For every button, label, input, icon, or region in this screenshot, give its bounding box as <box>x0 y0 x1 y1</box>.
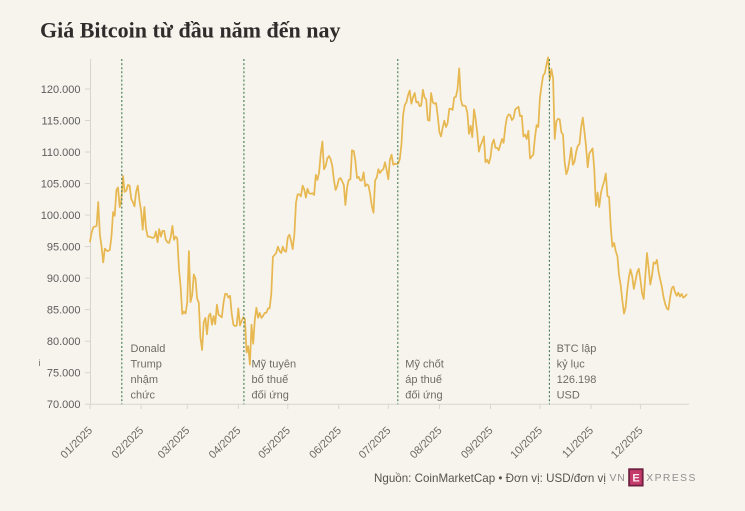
svg-text:áp thuế: áp thuế <box>405 374 442 386</box>
svg-text:đối ứng: đối ứng <box>405 389 442 401</box>
svg-text:Donald: Donald <box>131 343 166 355</box>
svg-text:XPRESS: XPRESS <box>646 473 696 484</box>
svg-text:02/2025: 02/2025 <box>110 425 147 462</box>
svg-text:70.000: 70.000 <box>47 399 81 411</box>
svg-text:01/2025: 01/2025 <box>59 425 96 462</box>
svg-text:E: E <box>632 473 639 485</box>
svg-text:75.000: 75.000 <box>47 368 81 380</box>
svg-text:Mỹ chốt: Mỹ chốt <box>405 359 444 371</box>
svg-text:126.198: 126.198 <box>557 374 597 386</box>
svg-text:85.000: 85.000 <box>47 305 81 317</box>
svg-text:90.000: 90.000 <box>47 273 81 285</box>
svg-text:09/2025: 09/2025 <box>459 425 496 462</box>
svg-text:Trump: Trump <box>131 359 162 371</box>
svg-text:08/2025: 08/2025 <box>408 425 445 462</box>
svg-text:VN: VN <box>610 473 626 484</box>
svg-text:đối ứng: đối ứng <box>252 389 289 401</box>
svg-text:Nguồn: CoinMarketCap • Đơn vị:: Nguồn: CoinMarketCap • Đơn vị: USD/đơn v… <box>374 472 606 485</box>
svg-text:06/2025: 06/2025 <box>307 425 344 462</box>
svg-text:120.000: 120.000 <box>41 84 81 96</box>
svg-text:07/2025: 07/2025 <box>357 425 394 462</box>
svg-text:115.000: 115.000 <box>42 116 81 128</box>
svg-text:Mỹ tuyên: Mỹ tuyên <box>252 359 297 371</box>
svg-text:04/2025: 04/2025 <box>207 425 244 462</box>
svg-text:105.000: 105.000 <box>41 179 81 191</box>
svg-text:i: i <box>39 358 41 368</box>
svg-text:10/2025: 10/2025 <box>508 425 545 462</box>
svg-text:chức: chức <box>131 389 156 401</box>
svg-text:USD: USD <box>557 389 580 401</box>
svg-text:80.000: 80.000 <box>47 336 81 348</box>
svg-text:100.000: 100.000 <box>41 210 81 222</box>
svg-text:Giá Bitcoin từ đầu năm đến nay: Giá Bitcoin từ đầu năm đến nay <box>40 18 340 43</box>
svg-text:110.000: 110.000 <box>42 147 81 159</box>
svg-text:05/2025: 05/2025 <box>256 425 293 462</box>
svg-text:11/2025: 11/2025 <box>560 425 596 461</box>
svg-text:BTC lập: BTC lập <box>557 343 597 355</box>
svg-text:95.000: 95.000 <box>47 242 81 254</box>
svg-text:03/2025: 03/2025 <box>156 425 193 462</box>
svg-text:bố thuế: bố thuế <box>252 374 289 386</box>
svg-text:12/2025: 12/2025 <box>609 425 646 462</box>
svg-text:nhậm: nhậm <box>131 374 159 386</box>
svg-text:kỷ lục: kỷ lục <box>557 359 586 371</box>
